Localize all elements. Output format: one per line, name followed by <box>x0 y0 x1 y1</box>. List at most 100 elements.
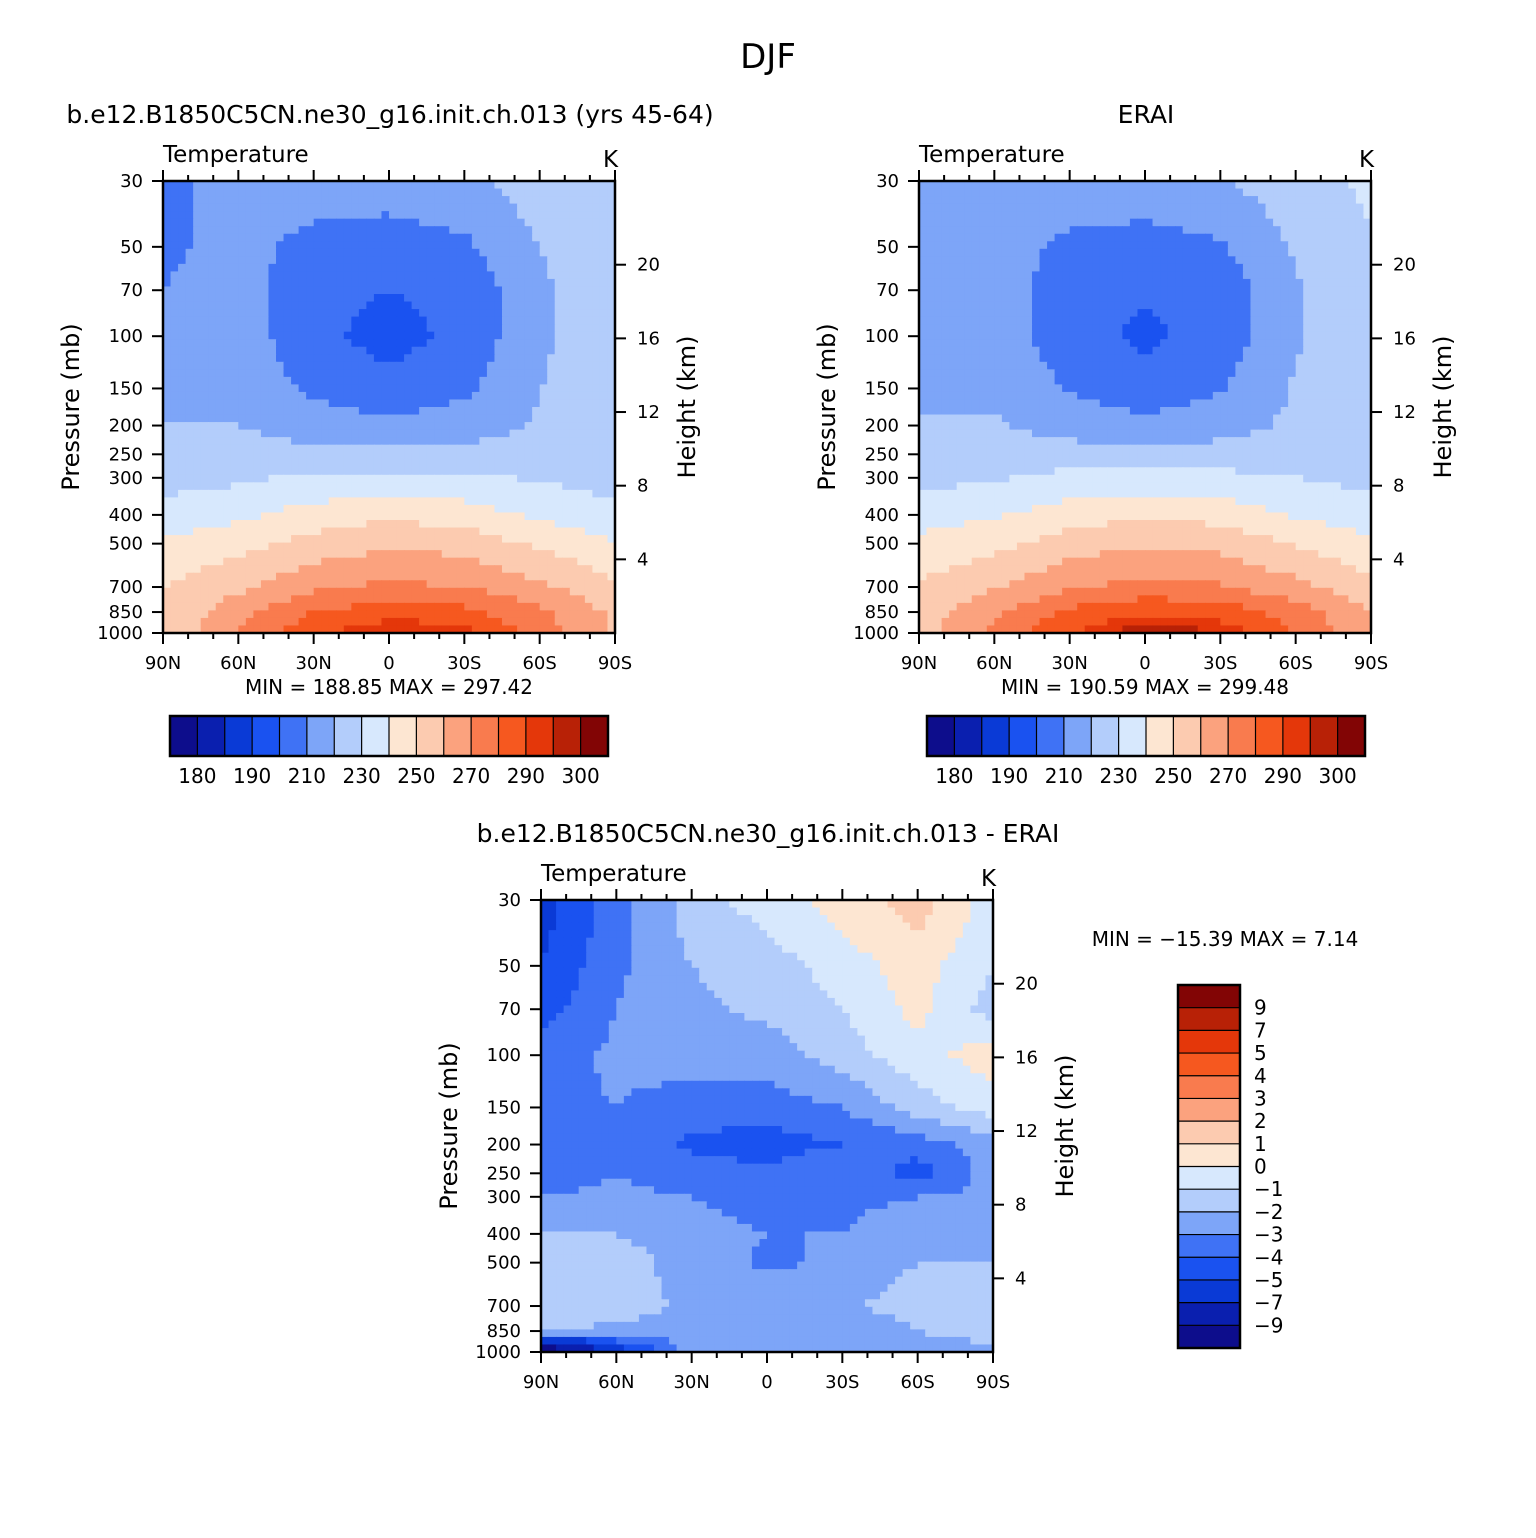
field-cell <box>1250 271 1259 280</box>
field-cell <box>1197 248 1206 257</box>
field-cell <box>1107 324 1116 333</box>
field-cell <box>1024 226 1033 235</box>
field-cell <box>479 278 488 288</box>
field-cell <box>193 610 202 619</box>
field-cell <box>351 542 360 551</box>
field-cell <box>1122 181 1131 190</box>
field-cell <box>949 294 958 303</box>
field-cell <box>1273 309 1282 318</box>
field-cell <box>479 324 488 333</box>
field-cell <box>524 226 533 235</box>
field-cell <box>547 188 556 197</box>
field-cell <box>471 467 480 476</box>
field-cell <box>298 482 307 491</box>
field-cell <box>1363 263 1372 272</box>
field-cell <box>230 354 239 363</box>
field-cell <box>569 203 578 212</box>
field-cell <box>1160 203 1169 212</box>
field-cell <box>1137 324 1146 333</box>
field-cell <box>283 512 292 521</box>
field-cell <box>366 339 375 348</box>
field-cell <box>607 467 616 476</box>
field-cell <box>404 399 413 408</box>
field-cell <box>456 294 465 303</box>
field-cell <box>223 444 232 453</box>
field-cell <box>336 278 345 288</box>
field-cell <box>200 301 209 310</box>
field-cell <box>178 489 187 498</box>
field-cell <box>411 203 420 212</box>
field-cell <box>1145 316 1154 325</box>
field-cell <box>351 602 360 611</box>
field-cell <box>607 241 616 250</box>
field-cell <box>456 309 465 318</box>
field-cell <box>577 188 586 197</box>
field-cell <box>562 294 571 303</box>
field-cell <box>389 339 398 348</box>
field-cell <box>351 580 360 589</box>
field-cell <box>1182 233 1191 242</box>
field-cell <box>1167 218 1176 227</box>
field-cell <box>276 587 285 596</box>
field-cell <box>193 324 202 333</box>
field-cell <box>1054 233 1063 242</box>
field-cell <box>411 361 420 370</box>
field-cell <box>1122 241 1131 250</box>
field-cell <box>1340 316 1349 325</box>
field-cell <box>464 617 473 627</box>
field-cell <box>223 256 232 265</box>
field-cell <box>381 331 390 340</box>
field-cell <box>577 602 586 611</box>
field-cell <box>584 580 593 589</box>
field-cell <box>343 339 352 348</box>
field-cell <box>494 520 503 529</box>
field-cell <box>1303 331 1312 340</box>
field-cell <box>163 444 172 453</box>
field-cell <box>554 414 563 423</box>
field-cell <box>185 331 194 340</box>
field-cell <box>276 610 285 619</box>
field-cell <box>276 527 285 536</box>
field-cell <box>577 316 586 325</box>
field-cell <box>464 376 473 385</box>
field-cell <box>313 422 322 431</box>
field-cell <box>193 572 202 581</box>
field-cell <box>1235 226 1244 235</box>
field-cell <box>373 489 383 498</box>
field-cell <box>208 437 217 446</box>
field-cell <box>502 233 511 242</box>
field-cell <box>524 211 533 220</box>
field-cell <box>449 384 458 393</box>
y-tick-label: 400 <box>109 505 143 526</box>
field-cell <box>268 437 277 446</box>
field-cell <box>524 278 533 288</box>
field-cell <box>351 346 360 355</box>
field-cell <box>449 512 458 521</box>
field-cell <box>396 286 405 295</box>
field-cell <box>306 218 315 227</box>
field-cell <box>449 316 458 325</box>
field-cell <box>419 617 428 627</box>
field-cell <box>268 226 277 235</box>
field-cell <box>389 331 398 340</box>
field-cell <box>584 196 593 205</box>
field-cell <box>343 610 352 619</box>
field-cell <box>524 414 533 423</box>
field-cell <box>1258 241 1267 250</box>
field-cell <box>200 565 209 574</box>
field-cell <box>584 218 593 227</box>
field-cell <box>426 256 435 265</box>
field-cell <box>539 557 548 566</box>
field-cell <box>336 248 345 257</box>
field-cell <box>381 181 390 190</box>
field-cell <box>1212 256 1221 265</box>
field-cell <box>215 422 224 431</box>
field-cell <box>956 263 965 272</box>
field-cell <box>358 610 367 619</box>
field-cell <box>979 324 988 333</box>
field-cell <box>298 361 307 370</box>
field-cell <box>1047 309 1056 318</box>
field-cell <box>994 203 1003 212</box>
field-cell <box>268 316 277 325</box>
field-cell <box>321 617 330 627</box>
